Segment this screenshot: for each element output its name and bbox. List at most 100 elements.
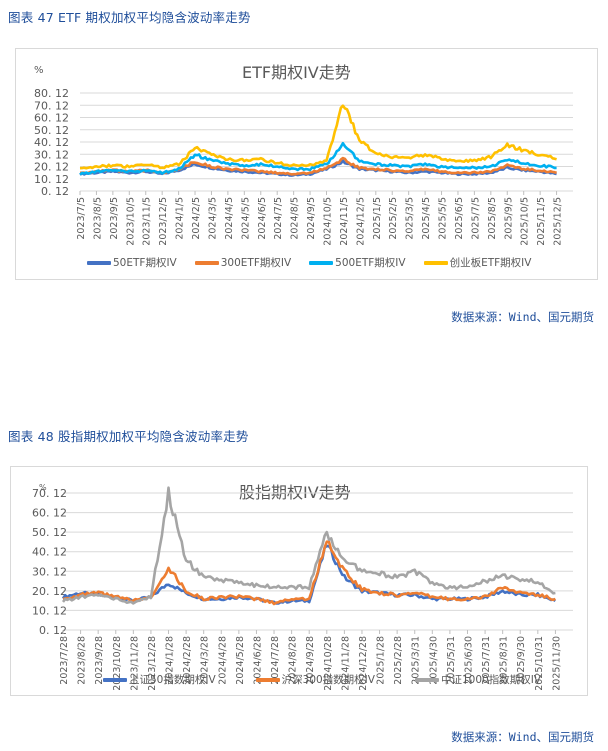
svg-text:2025/3/5: 2025/3/5 (405, 197, 416, 240)
svg-text:2025/4/5: 2025/4/5 (421, 197, 432, 240)
legend-item-csi300: 沪深300指数期权IV (255, 672, 375, 687)
svg-text:2024/2/28: 2024/2/28 (182, 636, 193, 685)
svg-text:2025/10/31: 2025/10/31 (534, 636, 545, 691)
svg-text:2024/9/28: 2024/9/28 (305, 636, 316, 685)
svg-text:2024/11/28: 2024/11/28 (340, 636, 351, 691)
svg-text:2025/1/5: 2025/1/5 (372, 197, 383, 240)
svg-text:60. 12: 60. 12 (34, 112, 69, 125)
svg-text:2025/8/31: 2025/8/31 (499, 636, 510, 685)
svg-text:2025/1/28: 2025/1/28 (376, 636, 387, 685)
chart-title: ETF期权IV走势 (242, 63, 351, 82)
figure-47-source: 数据来源：Wind、国元期货 (451, 310, 594, 324)
legend-swatch (423, 260, 448, 265)
legend-item-sse50: 上证50指数期权IV (103, 672, 216, 687)
legend-item-csi1000: 中证1000指数期权IV (414, 672, 541, 687)
svg-text:2023/11/5: 2023/11/5 (142, 197, 153, 246)
legend-swatch (194, 260, 219, 265)
svg-text:2025/6/30: 2025/6/30 (463, 636, 474, 685)
svg-text:2024/3/5: 2024/3/5 (207, 197, 218, 240)
legend-label: 上证50指数期权IV (129, 674, 216, 686)
svg-text:2025/5/5: 2025/5/5 (438, 197, 449, 240)
svg-text:60. 12: 60. 12 (32, 507, 67, 520)
series-line (61, 486, 556, 605)
y-axis-unit: % (39, 483, 47, 492)
legend-label: 50ETF期权IV (113, 257, 177, 269)
series-line (79, 141, 557, 176)
svg-text:20. 12: 20. 12 (34, 161, 69, 174)
svg-text:2025/2/5: 2025/2/5 (388, 197, 399, 240)
legend-label: 创业板ETF期权IV (449, 257, 532, 269)
svg-text:50. 12: 50. 12 (34, 124, 69, 137)
svg-text:2025/6/5: 2025/6/5 (454, 197, 465, 240)
svg-text:30. 12: 30. 12 (32, 565, 67, 578)
svg-text:40. 12: 40. 12 (32, 546, 67, 559)
svg-text:2024/10/5: 2024/10/5 (323, 197, 334, 246)
svg-text:20. 12: 20. 12 (32, 585, 67, 598)
svg-text:2025/10/5: 2025/10/5 (520, 197, 531, 246)
legend-label: 沪深300指数期权IV (281, 674, 375, 686)
y-axis-unit: % (34, 65, 44, 76)
svg-text:2023/10/28: 2023/10/28 (112, 636, 123, 691)
svg-text:2024/11/5: 2024/11/5 (339, 197, 350, 246)
svg-text:2025/3/31: 2025/3/31 (411, 636, 422, 685)
figure-47-caption: 图表 47 ETF 期权加权平均隐含波动率走势 (8, 10, 251, 25)
figure-48-source: 数据来源：Wind、国元期货 (451, 730, 594, 744)
svg-text:2024/4/5: 2024/4/5 (224, 197, 235, 240)
svg-text:2023/12/5: 2023/12/5 (158, 197, 169, 246)
legend-label: 300ETF期权IV (220, 257, 292, 269)
svg-text:2025/8/5: 2025/8/5 (487, 197, 498, 240)
chart-legend: 50ETF期权IV 300ETF期权IV 500ETF期权IV 创业板ETF期权… (87, 255, 549, 270)
index-iv-chart: 股指期权IV走势 % 0. 12 10. 12 20. 12 30. 12 40. 12… (10, 466, 588, 696)
svg-text:2025/5/31: 2025/5/31 (446, 636, 457, 685)
svg-text:2023/12/28: 2023/12/28 (147, 636, 158, 691)
svg-text:70. 12: 70. 12 (34, 99, 69, 112)
svg-text:2024/12/28: 2024/12/28 (358, 636, 369, 691)
index-iv-plot: 0. 12 10. 12 20. 12 30. 12 40. 12 50. 12 60. 1… (32, 486, 573, 691)
svg-text:2024/5/5: 2024/5/5 (240, 197, 251, 240)
legend-swatch (414, 677, 439, 682)
chart-legend: 上证50指数期权IV 沪深300指数期权IV 中证1000指数期权IV (103, 672, 559, 687)
svg-text:2023/9/5: 2023/9/5 (109, 197, 120, 240)
svg-text:2025/11/30: 2025/11/30 (551, 636, 562, 691)
svg-text:2025/11/5: 2025/11/5 (536, 197, 547, 246)
svg-text:2024/8/28: 2024/8/28 (288, 636, 299, 685)
figure-48-caption: 图表 48 股指期权加权平均隐含波动率走势 (8, 429, 249, 444)
etf-iv-chart: ETF期权IV走势 % 0. 12 10. 12 20. 12 30. 12 40. 1… (15, 48, 598, 280)
svg-text:2025/9/30: 2025/9/30 (516, 636, 527, 685)
svg-text:2023/8/5: 2023/8/5 (92, 197, 103, 240)
svg-text:2025/2/28: 2025/2/28 (393, 636, 404, 685)
svg-text:30. 12: 30. 12 (34, 148, 69, 161)
svg-text:2024/1/5: 2024/1/5 (175, 197, 186, 240)
svg-text:10. 12: 10. 12 (34, 173, 69, 186)
svg-text:2024/12/5: 2024/12/5 (355, 197, 366, 246)
legend-label: 500ETF期权IV (335, 257, 406, 269)
svg-text:2025/7/5: 2025/7/5 (470, 197, 481, 240)
legend-label: 中证1000指数期权IV (440, 674, 541, 686)
svg-text:2024/6/5: 2024/6/5 (257, 197, 268, 240)
legend-swatch (103, 677, 127, 682)
svg-text:2025/7/31: 2025/7/31 (481, 636, 492, 685)
svg-text:2023/9/28: 2023/9/28 (94, 636, 105, 685)
svg-text:2024/7/28: 2024/7/28 (270, 636, 281, 685)
svg-text:0. 12: 0. 12 (41, 185, 69, 198)
svg-text:0. 12: 0. 12 (39, 624, 67, 637)
svg-text:2024/10/28: 2024/10/28 (323, 636, 334, 691)
svg-text:2025/12/5: 2025/12/5 (553, 197, 564, 246)
legend-item-500etf: 500ETF期权IV (309, 255, 406, 270)
svg-text:2023/7/28: 2023/7/28 (59, 636, 70, 685)
svg-text:40. 12: 40. 12 (34, 136, 69, 149)
svg-text:2024/5/28: 2024/5/28 (235, 636, 246, 685)
svg-text:2024/3/28: 2024/3/28 (200, 636, 211, 685)
svg-text:10. 12: 10. 12 (32, 604, 67, 617)
svg-text:2023/7/5: 2023/7/5 (76, 197, 87, 240)
legend-swatch (255, 677, 280, 682)
legend-swatch (309, 260, 334, 265)
series-line (79, 104, 557, 170)
svg-text:2023/10/5: 2023/10/5 (125, 197, 136, 246)
svg-text:2023/11/28: 2023/11/28 (129, 636, 140, 691)
svg-text:2023/8/28: 2023/8/28 (77, 636, 88, 685)
svg-text:2024/9/5: 2024/9/5 (306, 197, 317, 240)
svg-text:2024/4/28: 2024/4/28 (217, 636, 228, 685)
svg-text:70. 12: 70. 12 (32, 487, 67, 500)
